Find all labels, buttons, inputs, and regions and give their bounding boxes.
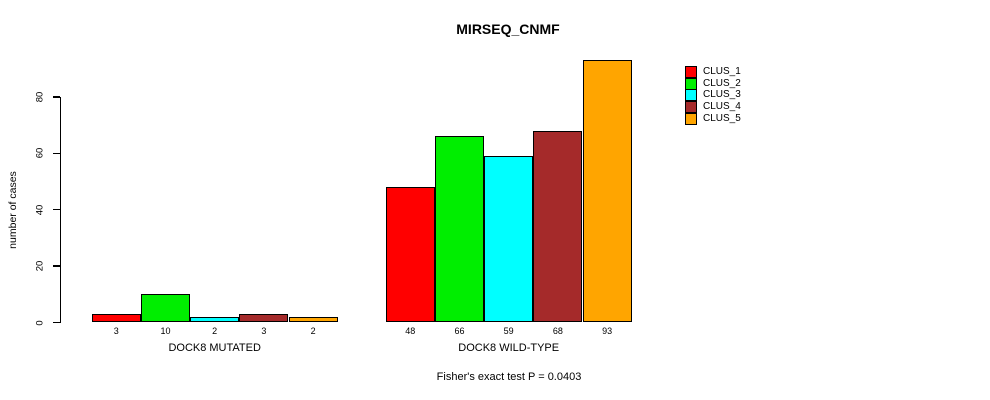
- legend-swatch: [685, 101, 697, 113]
- y-axis-tick-label: 80: [34, 91, 46, 103]
- legend-label: CLUS_2: [703, 77, 741, 89]
- bar-value-label: 2: [310, 326, 316, 336]
- legend-item: CLUS_1: [685, 66, 765, 78]
- bar-value-label: 3: [261, 326, 267, 336]
- bar-value-label: 10: [160, 326, 171, 336]
- y-axis-tick: [52, 321, 60, 324]
- bar-value-label: 2: [212, 326, 218, 336]
- bar: [239, 314, 289, 323]
- group-label: DOCK8 WILD-TYPE: [458, 342, 560, 354]
- bar-value-label: 66: [454, 326, 465, 336]
- bar-value-label: 68: [552, 326, 563, 336]
- legend-item: CLUS_5: [685, 112, 765, 125]
- legend-item: CLUS_3: [685, 89, 765, 102]
- legend-swatch: [685, 66, 697, 78]
- bar-value-label: 93: [602, 326, 613, 336]
- y-axis-line: [59, 96, 61, 324]
- legend-label: CLUS_1: [703, 66, 741, 77]
- group-label: DOCK8 MUTATED: [168, 342, 261, 354]
- footer-annotation: Fisher's exact test P = 0.0403: [436, 371, 582, 383]
- legend-label: CLUS_4: [703, 101, 741, 112]
- bar-value-label: 48: [405, 326, 416, 336]
- bar: [484, 156, 534, 323]
- y-axis-tick-label: 0: [34, 319, 46, 326]
- y-axis-tick-label: 20: [34, 260, 46, 272]
- y-axis-tick: [52, 265, 60, 267]
- bar: [140, 294, 191, 323]
- y-axis-tick-label: 60: [34, 148, 46, 159]
- legend-label: CLUS_3: [703, 89, 741, 101]
- legend-item: CLUS_2: [685, 77, 765, 90]
- bar-value-label: 59: [503, 326, 514, 336]
- y-axis-tick: [52, 96, 60, 98]
- chart-title: MIRSEQ_CNMF: [456, 21, 560, 37]
- bar-value-label: 3: [113, 326, 119, 336]
- bar: [91, 314, 141, 323]
- legend-item: CLUS_4: [685, 101, 765, 113]
- y-axis-tick: [52, 152, 60, 155]
- y-axis-tick: [52, 208, 60, 211]
- bar: [190, 316, 240, 323]
- bar: [434, 136, 485, 323]
- bar: [288, 316, 338, 323]
- legend-swatch: [685, 77, 697, 90]
- legend: CLUS_1 CLUS_2 CLUS_3 CLUS_4 CLUS_5: [685, 66, 765, 128]
- legend-swatch: [685, 89, 697, 102]
- bar: [533, 130, 583, 323]
- bar: [385, 187, 435, 323]
- y-axis-title: number of cases: [7, 171, 19, 249]
- legend-label: CLUS_5: [703, 112, 741, 124]
- y-axis-tick-label: 40: [34, 204, 46, 215]
- bar: [582, 60, 632, 323]
- legend-swatch: [685, 112, 697, 125]
